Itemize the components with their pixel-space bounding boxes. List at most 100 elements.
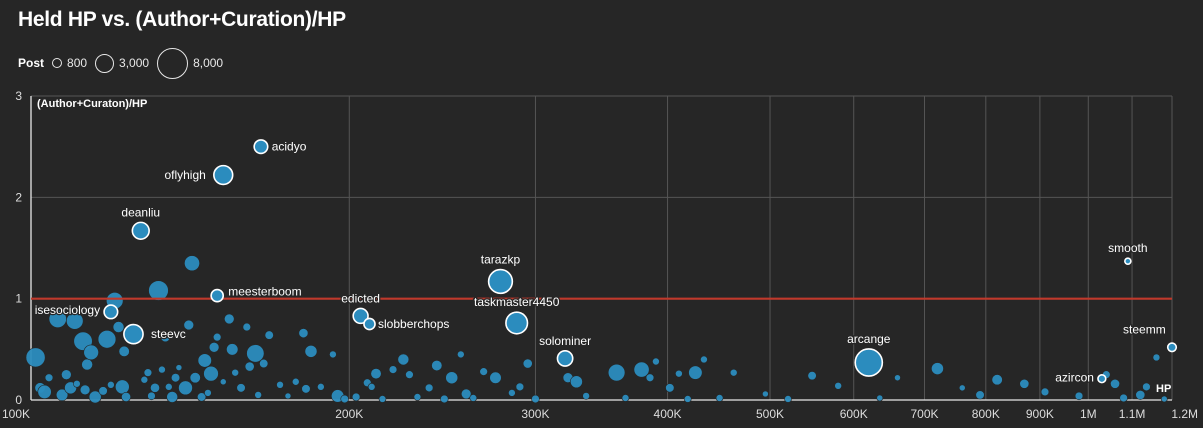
data-point (515, 382, 525, 392)
data-point (197, 353, 212, 368)
data-point (148, 280, 169, 301)
data-point (298, 328, 309, 339)
data-point (834, 382, 842, 390)
data-point (61, 369, 72, 380)
point-label: acidyo (272, 140, 307, 154)
data-point (170, 373, 181, 383)
data-point (665, 383, 675, 393)
data-point (445, 371, 459, 385)
data-point (607, 363, 626, 382)
data-point (652, 357, 660, 366)
x-tick-label: 200K (335, 407, 363, 421)
highlighted-point (123, 323, 144, 345)
data-point (160, 332, 171, 343)
highlighted-point (131, 221, 150, 240)
data-point (226, 343, 239, 356)
highlighted-point (103, 304, 119, 320)
data-point (143, 368, 153, 377)
data-point (1152, 353, 1161, 362)
size-legend: Post 800 3,000 8,000 (18, 47, 231, 79)
data-point (1142, 382, 1151, 392)
point-label: steemm (1123, 322, 1166, 336)
data-point (244, 361, 255, 372)
data-point (1119, 393, 1128, 403)
legend-circle-large (157, 47, 189, 79)
data-point (242, 322, 252, 332)
data-point (66, 312, 84, 330)
data-point (259, 358, 269, 369)
legend-label-small: 800 (67, 56, 88, 70)
y-tick-label: 0 (15, 393, 22, 407)
data-point (397, 353, 410, 366)
data-point (79, 384, 91, 396)
data-point (1110, 378, 1120, 389)
data-point (762, 390, 769, 398)
data-point (688, 365, 703, 380)
data-point (212, 332, 222, 342)
data-point (405, 370, 414, 379)
data-point (370, 368, 382, 380)
data-point (570, 375, 583, 389)
point-label: tarazkp (481, 253, 521, 267)
data-point (894, 374, 901, 382)
data-point (1040, 387, 1050, 397)
legend-label-medium: 3,000 (119, 56, 150, 70)
point-label: taskmaster4450 (474, 295, 560, 309)
data-point (183, 319, 195, 331)
legend-item-medium: 3,000 (95, 53, 150, 73)
point-label: smooth (1108, 241, 1147, 255)
data-point (203, 365, 219, 382)
x-tick-label: 1.1M (1119, 407, 1146, 421)
x-tick-label: 300K (521, 407, 549, 421)
legend-title: Post (18, 56, 45, 70)
data-point (301, 384, 311, 394)
data-point (219, 378, 227, 386)
x-tick-label: 500K (756, 407, 784, 421)
data-point (378, 395, 387, 403)
data-point (457, 350, 465, 359)
data-point (55, 388, 69, 402)
data-point (304, 344, 318, 358)
data-point (147, 391, 156, 401)
point-label: oflyhigh (164, 168, 205, 182)
x-axis-title: HP (1156, 383, 1171, 395)
data-point (388, 365, 398, 374)
data-point (489, 371, 502, 384)
x-tick-label: 600K (840, 407, 868, 421)
legend-circle-small (52, 58, 63, 68)
data-point (1074, 391, 1084, 401)
point-label: deanliu (121, 205, 160, 219)
highlighted-point (1097, 374, 1107, 384)
data-point (531, 394, 540, 404)
data-point (876, 394, 884, 402)
data-point (254, 391, 262, 399)
point-label: azircon (1055, 371, 1094, 385)
data-point (431, 359, 443, 372)
data-point (683, 395, 692, 403)
data-point (958, 384, 966, 392)
data-point (975, 390, 985, 400)
data-point (236, 383, 246, 393)
y-tick-label: 2 (15, 190, 22, 204)
data-point (184, 255, 200, 272)
data-point (208, 342, 220, 353)
data-point (440, 394, 449, 404)
point-label: edicted (341, 291, 380, 305)
data-point (112, 321, 125, 333)
data-point (460, 388, 472, 400)
data-point (317, 383, 325, 391)
highlighted-point (556, 350, 574, 367)
data-point (98, 386, 108, 396)
x-tick-label: 1.2M (1171, 407, 1198, 421)
data-point (1135, 390, 1146, 400)
highlighted-point (487, 268, 514, 295)
data-point (329, 350, 337, 359)
highlighted-point (253, 139, 269, 155)
data-point (73, 379, 81, 388)
data-point (150, 382, 160, 393)
point-label: meesterboom (228, 285, 301, 299)
data-point (37, 384, 52, 399)
data-point (189, 372, 201, 384)
data-point (224, 313, 235, 325)
x-tick-label: 800K (972, 407, 1000, 421)
